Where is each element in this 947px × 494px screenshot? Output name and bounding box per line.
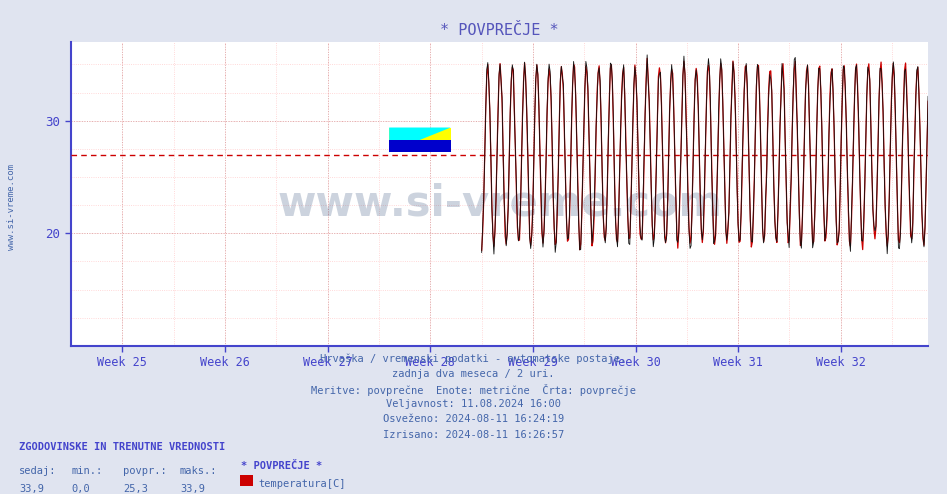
Text: 25,3: 25,3: [123, 484, 148, 494]
Text: maks.:: maks.:: [180, 466, 218, 476]
Text: zadnja dva meseca / 2 uri.: zadnja dva meseca / 2 uri.: [392, 369, 555, 378]
Text: 33,9: 33,9: [180, 484, 205, 494]
Text: www.si-vreme.com: www.si-vreme.com: [277, 182, 722, 224]
Text: min.:: min.:: [71, 466, 102, 476]
Text: Meritve: povprečne  Enote: metrične  Črta: povprečje: Meritve: povprečne Enote: metrične Črta:…: [311, 384, 636, 396]
Polygon shape: [389, 127, 451, 152]
Text: povpr.:: povpr.:: [123, 466, 167, 476]
Text: www.si-vreme.com: www.si-vreme.com: [7, 165, 16, 250]
Polygon shape: [389, 140, 451, 152]
Bar: [389, 127, 451, 152]
Bar: [389, 140, 451, 152]
Text: Osveženo: 2024-08-11 16:24:19: Osveženo: 2024-08-11 16:24:19: [383, 414, 564, 424]
Text: temperatura[C]: temperatura[C]: [259, 479, 346, 489]
Text: sedaj:: sedaj:: [19, 466, 57, 476]
Text: 0,0: 0,0: [71, 484, 90, 494]
Text: ZGODOVINSKE IN TRENUTNE VREDNOSTI: ZGODOVINSKE IN TRENUTNE VREDNOSTI: [19, 442, 225, 452]
Title: * POVPREČJE *: * POVPREČJE *: [440, 23, 559, 38]
Text: Izrisano: 2024-08-11 16:26:57: Izrisano: 2024-08-11 16:26:57: [383, 430, 564, 440]
Text: 33,9: 33,9: [19, 484, 44, 494]
Text: Veljavnost: 11.08.2024 16:00: Veljavnost: 11.08.2024 16:00: [386, 399, 561, 409]
Text: Hrvaška / vremenski podatki - avtomatske postaje.: Hrvaška / vremenski podatki - avtomatske…: [320, 353, 627, 364]
Text: * POVPREČJE *: * POVPREČJE *: [241, 461, 323, 471]
